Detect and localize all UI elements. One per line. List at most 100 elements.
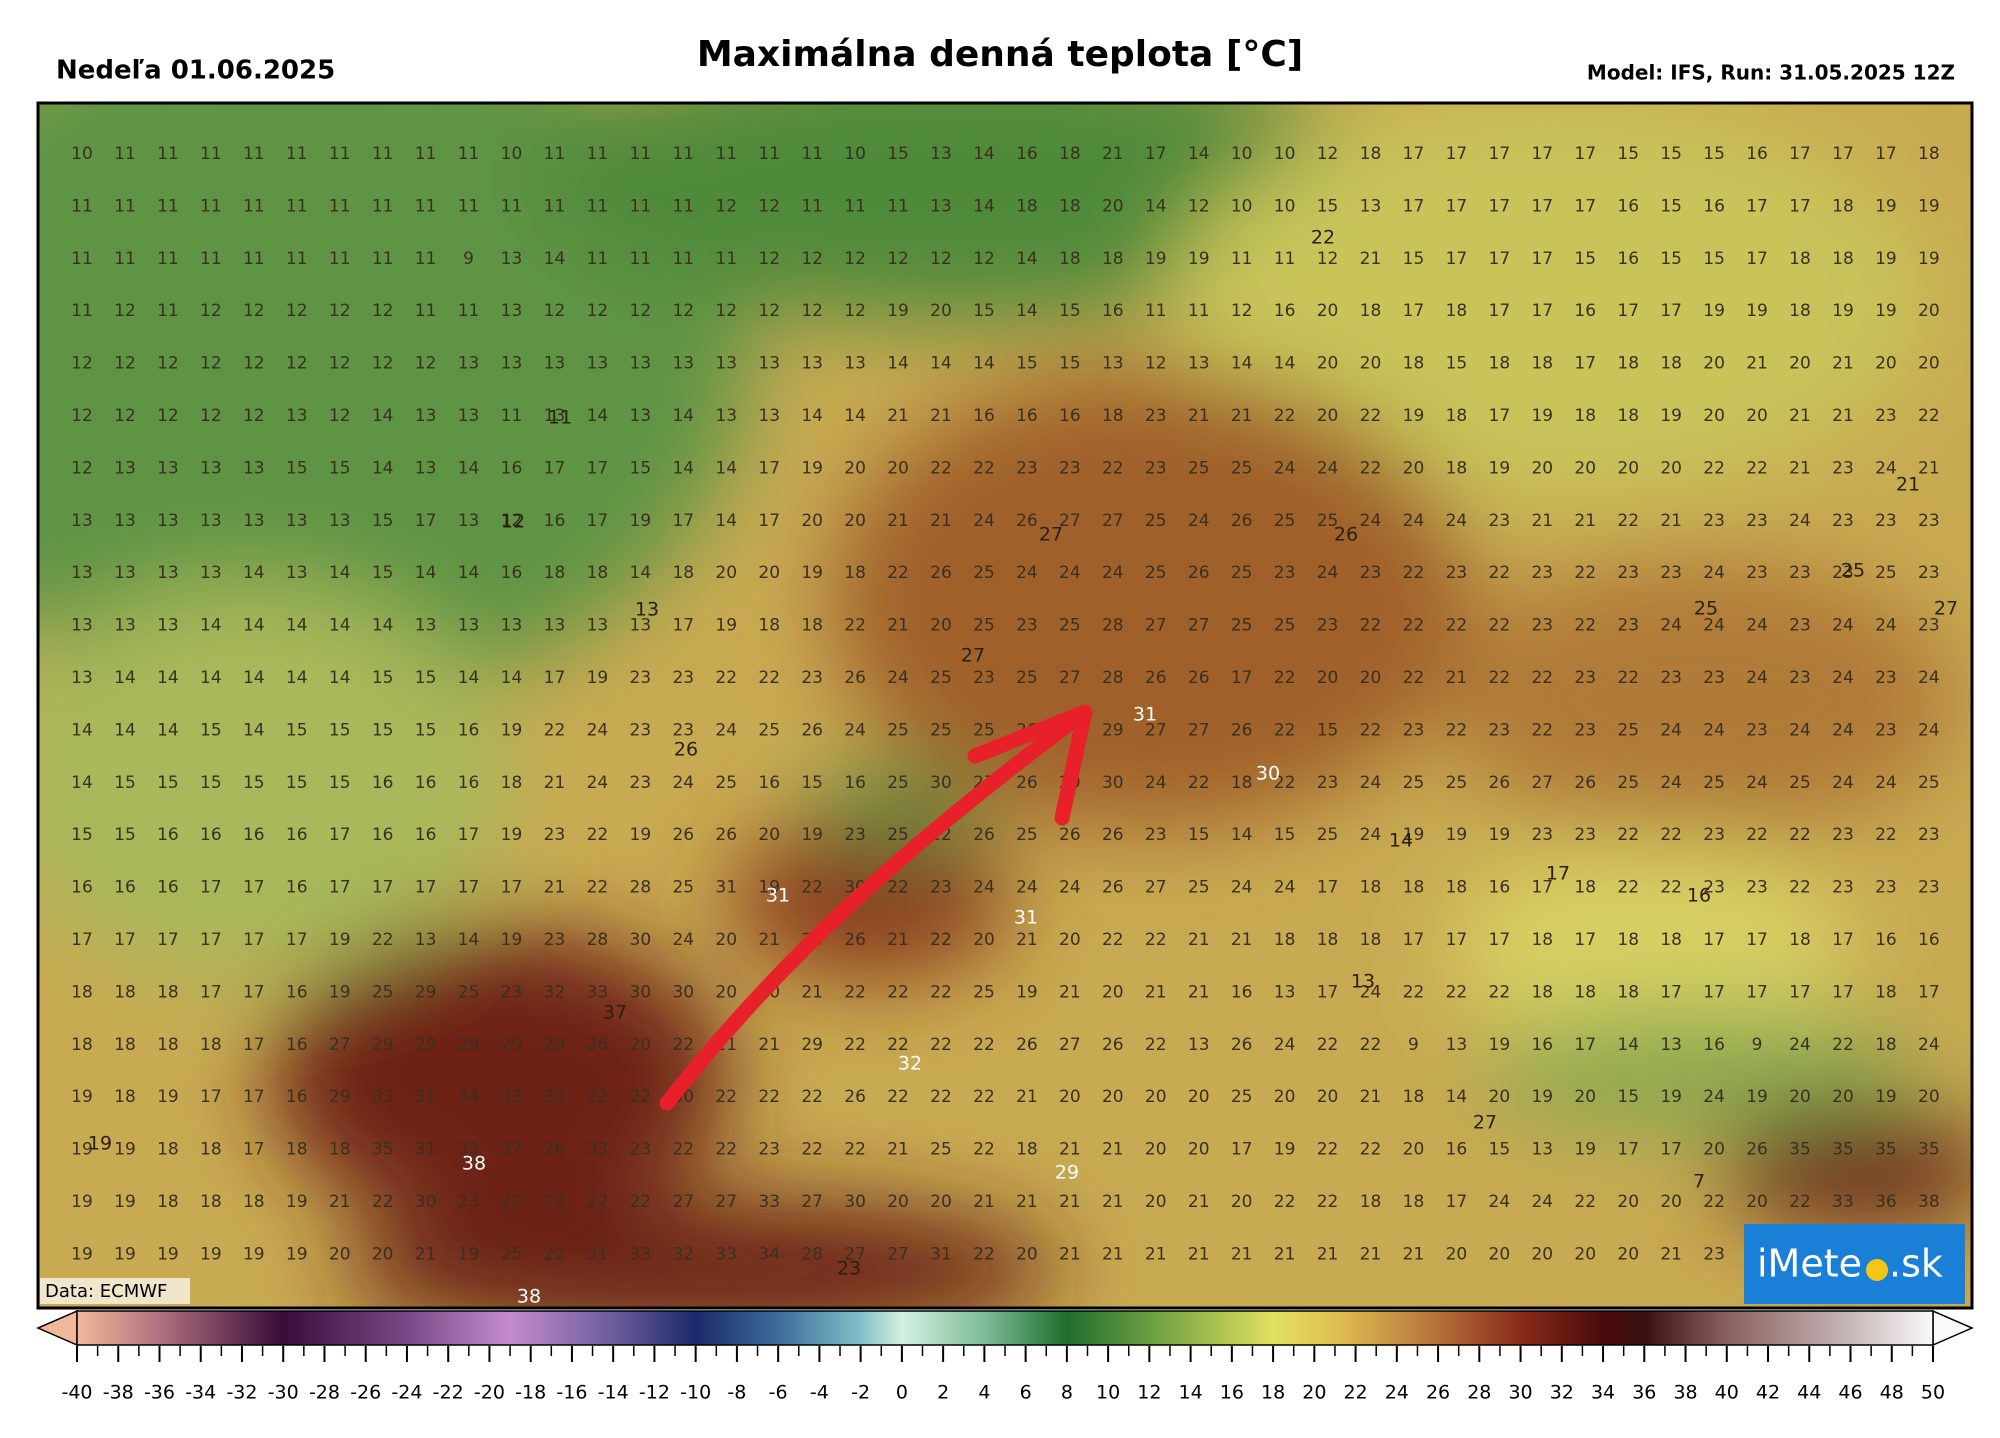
shade (270, 930, 730, 1230)
temp-value: 18 (1918, 144, 1940, 164)
temp-value: 17 (501, 878, 523, 898)
temp-value: 22 (1145, 930, 1167, 950)
temp-value: 13 (114, 511, 136, 531)
colorbar-label: -6 (769, 1382, 788, 1404)
temp-value: 14 (458, 930, 480, 950)
temp-value: 22 (1617, 825, 1639, 845)
temp-value: 18 (1274, 930, 1296, 950)
temp-value: 17 (200, 878, 222, 898)
temp-value: 17 (672, 511, 694, 531)
temp-value: 14 (372, 616, 394, 636)
temp-value: 12 (758, 249, 780, 269)
temp-value: 19 (1875, 196, 1897, 216)
temp-value: 17 (672, 616, 694, 636)
temp-value: 22 (973, 1035, 995, 1055)
temp-value: 22 (1188, 773, 1210, 793)
temp-value: 15 (1489, 1140, 1511, 1160)
temp-value: 15 (1188, 825, 1210, 845)
temp-value: 16 (544, 511, 566, 531)
extreme-value: 38 (462, 1153, 486, 1175)
temp-value: 21 (544, 773, 566, 793)
temp-value: 16 (1918, 930, 1940, 950)
temp-value: 18 (1531, 982, 1553, 1002)
temp-value: 24 (1059, 563, 1081, 583)
temp-value: 22 (544, 1192, 566, 1212)
temp-value: 22 (844, 616, 866, 636)
temp-value: 25 (930, 668, 952, 688)
extreme-value: 13 (1351, 971, 1375, 993)
temp-value: 20 (1489, 1087, 1511, 1107)
temp-value: 20 (1403, 1140, 1425, 1160)
temp-value: 13 (758, 406, 780, 426)
temp-value: 11 (630, 196, 652, 216)
temp-value: 12 (157, 354, 179, 374)
temp-value: 20 (930, 301, 952, 321)
temp-value: 14 (200, 616, 222, 636)
temp-value: 21 (1231, 1244, 1253, 1264)
temp-value: 24 (1231, 878, 1253, 898)
temp-value: 23 (1703, 1244, 1725, 1264)
extreme-value: 30 (1256, 763, 1280, 785)
colorbar-label: -28 (309, 1382, 340, 1404)
temp-value: 28 (587, 930, 609, 950)
temp-value: 22 (587, 1192, 609, 1212)
temp-value: 14 (1016, 249, 1038, 269)
temp-value: 12 (71, 458, 93, 478)
temp-value: 14 (415, 563, 437, 583)
temp-value: 18 (1317, 930, 1339, 950)
temp-value: 11 (200, 196, 222, 216)
temp-value: 13 (415, 406, 437, 426)
temp-value: 25 (758, 720, 780, 740)
temp-value: 11 (200, 249, 222, 269)
temp-value: 24 (973, 878, 995, 898)
temp-value: 19 (1574, 1140, 1596, 1160)
temp-value: 15 (329, 720, 351, 740)
temp-value: 12 (801, 301, 823, 321)
temp-value: 12 (844, 249, 866, 269)
temp-value: 11 (243, 196, 265, 216)
temp-value: 15 (1317, 720, 1339, 740)
temp-value: 17 (243, 878, 265, 898)
colorbar-label: 6 (1020, 1382, 1032, 1404)
temp-value: 19 (1274, 1140, 1296, 1160)
temp-value: 12 (930, 249, 952, 269)
temp-value: 23 (1145, 825, 1167, 845)
temp-value: 20 (1531, 1244, 1553, 1264)
temp-value: 22 (1703, 458, 1725, 478)
extreme-value: 21 (1896, 474, 1920, 496)
temp-value: 22 (544, 720, 566, 740)
temp-value: 18 (1403, 1087, 1425, 1107)
temp-value: 12 (758, 301, 780, 321)
temp-value: 23 (1703, 825, 1725, 845)
temp-value: 12 (157, 406, 179, 426)
colorbar-label: 36 (1632, 1382, 1656, 1404)
temp-value: 13 (415, 930, 437, 950)
temp-value: 22 (1617, 511, 1639, 531)
temp-value: 17 (415, 511, 437, 531)
temp-value: 16 (1703, 196, 1725, 216)
temp-value: 14 (458, 563, 480, 583)
temp-value: 17 (1746, 249, 1768, 269)
temp-value: 20 (1016, 1244, 1038, 1264)
temp-value: 23 (544, 930, 566, 950)
temp-value: 23 (930, 878, 952, 898)
temp-value: 16 (286, 1035, 308, 1055)
temp-value: 21 (758, 1035, 780, 1055)
temp-value: 14 (243, 720, 265, 740)
temp-value: 25 (1446, 773, 1468, 793)
temp-value: 20 (758, 825, 780, 845)
temp-value: 14 (71, 773, 93, 793)
temp-value: 24 (1703, 616, 1725, 636)
temp-value: 23 (1059, 458, 1081, 478)
temp-value: 35 (1918, 1140, 1940, 1160)
temp-value: 22 (630, 1087, 652, 1107)
temp-value: 26 (587, 1035, 609, 1055)
temp-value: 16 (1016, 144, 1038, 164)
temp-value: 18 (1789, 301, 1811, 321)
temp-value: 17 (1703, 930, 1725, 950)
temp-value: 26 (1102, 825, 1124, 845)
temp-value: 23 (1832, 511, 1854, 531)
temp-value: 25 (1274, 511, 1296, 531)
temp-value: 26 (1016, 511, 1038, 531)
temp-value: 22 (1617, 668, 1639, 688)
